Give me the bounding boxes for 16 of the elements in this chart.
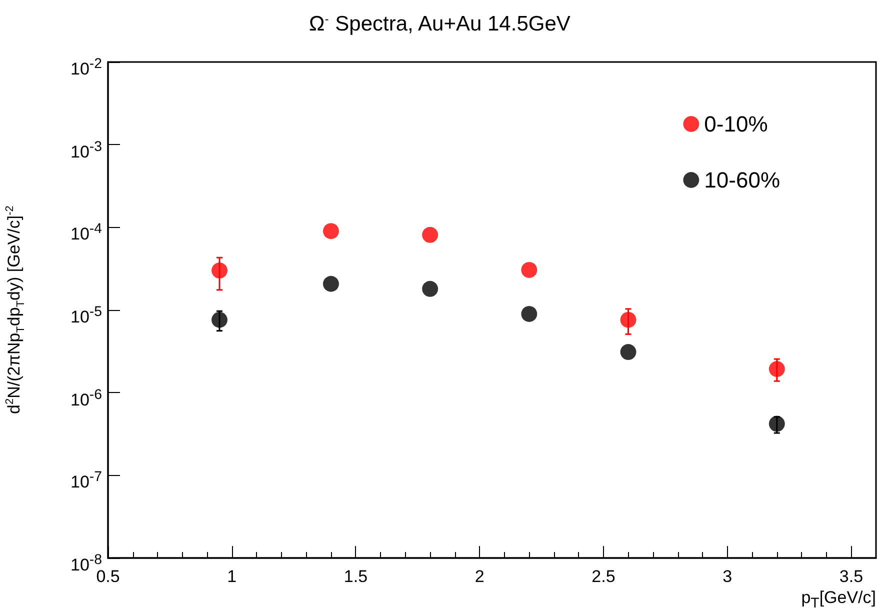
x-tick-label: 1.5 <box>344 567 368 586</box>
x-tick-label: 3.5 <box>839 567 864 586</box>
x-tick-label: 2.5 <box>592 567 616 586</box>
y-tick-label: 10$^{-2}$ <box>70 55 102 80</box>
y-tick-label: 10$^{-7}$ <box>70 468 102 493</box>
x-tick-label: 3 <box>722 567 732 586</box>
x-tick-label: 1 <box>227 567 237 586</box>
chart-title: Ω- Spectra, Au+Au 14.5GeV <box>309 12 570 36</box>
legend-label: 10-60% <box>704 168 780 192</box>
y-tick-label: 10$^{-5}$ <box>70 303 102 328</box>
x-axis-title: p$_{T}$[GeV/c] <box>801 588 876 611</box>
y-tick-label: 10$^{-3}$ <box>70 138 102 162</box>
legend-label: 0-10% <box>704 112 768 136</box>
y-tick-label: 10$^{-6}$ <box>70 386 102 410</box>
y-tick-label: 10$^{-4}$ <box>70 220 102 245</box>
x-tick-label: 2 <box>474 567 484 586</box>
